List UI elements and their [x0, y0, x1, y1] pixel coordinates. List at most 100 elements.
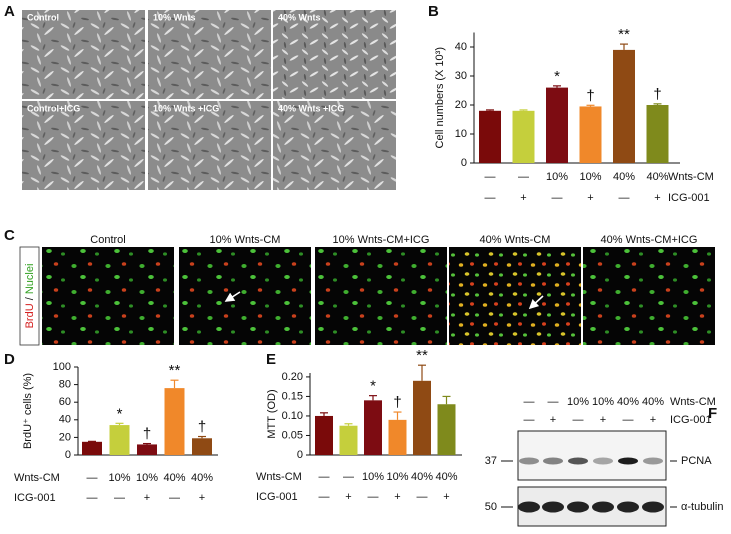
- y-tick-label: 0: [461, 157, 467, 169]
- protein-label: α-tubulin: [681, 501, 723, 513]
- bar: [479, 110, 501, 163]
- significance-mark: †: [393, 394, 401, 411]
- bar: [164, 388, 185, 455]
- micrograph: [22, 101, 145, 190]
- condition-name: ICG-001: [256, 491, 298, 503]
- band: [617, 501, 639, 513]
- image-label: 10% Wnts +ICG: [153, 103, 219, 113]
- condition-label: —: [417, 491, 428, 503]
- y-axis-label: Cell numbers (X 10³): [434, 47, 446, 148]
- lane-label: 40%: [642, 396, 664, 408]
- significance-mark: *: [117, 405, 123, 422]
- y-tick-label: 40: [59, 414, 71, 426]
- fluorescence-image: [315, 247, 447, 345]
- lane-label: 10%: [567, 396, 589, 408]
- condition-label: +: [520, 192, 526, 204]
- band: [592, 501, 614, 513]
- arrow: [224, 291, 241, 302]
- significance-mark: †: [198, 418, 206, 435]
- condition-label: —: [485, 171, 496, 183]
- bar: [579, 106, 602, 163]
- band: [642, 501, 664, 513]
- significance-mark: **: [169, 362, 181, 379]
- bar: [82, 441, 102, 455]
- y-tick-label: 0: [65, 449, 71, 461]
- band: [518, 501, 540, 513]
- y-tick-label: 0.05: [282, 429, 303, 441]
- marker-label: 37: [485, 455, 497, 467]
- bar: [192, 438, 212, 455]
- fluorescence-image: [179, 247, 311, 345]
- y-tick-label: 20: [59, 431, 71, 443]
- condition-label: 10%: [546, 171, 568, 183]
- fluorescence-image: [449, 247, 581, 345]
- stain-green: Nuclei: [24, 264, 36, 295]
- y-tick-label: 100: [53, 361, 71, 373]
- significance-mark: †: [143, 426, 151, 443]
- condition-name: Wnts-CM: [256, 471, 302, 483]
- image-label: 40% Wnts-CM: [480, 234, 551, 246]
- bar: [137, 444, 157, 455]
- band: [568, 457, 588, 465]
- band: [519, 457, 539, 465]
- band: [543, 457, 563, 465]
- condition-label: 10%: [579, 171, 601, 183]
- condition-name: Wnts-CM: [670, 396, 716, 408]
- fluorescence-image: [583, 247, 715, 345]
- image-label: 40% Wnts: [278, 12, 321, 22]
- image-label: Control+ICG: [27, 103, 80, 113]
- significance-mark: **: [416, 347, 428, 364]
- stain-label: BrdU / Nuclei: [24, 264, 36, 329]
- condition-name: ICG-001: [670, 414, 712, 426]
- bar: [315, 415, 333, 455]
- band: [542, 501, 564, 513]
- y-tick-label: 30: [455, 70, 467, 82]
- y-tick-label: 0.10: [282, 410, 303, 422]
- y-axis-label: MTT (OD): [266, 389, 278, 438]
- phase-contrast-panel: Control 10% Wnts 40% Wnts Control+ICG 10% Wn…: [22, 10, 396, 190]
- image-label: 40% Wnts-CM+ICG: [601, 234, 698, 246]
- bar: [512, 110, 535, 163]
- y-tick-label: 80: [59, 379, 71, 391]
- bar: [339, 425, 358, 455]
- stain-red: BrdU: [24, 303, 36, 328]
- y-axis-label: BrdU⁺ cells (%): [22, 373, 34, 449]
- condition-label: —: [343, 471, 354, 483]
- condition-label: 40%: [613, 171, 635, 183]
- condition-label: 10%: [136, 472, 158, 484]
- fluorescence-panel: BrdU / Nuclei Control 10% Wnts-CM 10% Wnts…: [19, 234, 715, 346]
- image-label: 40% Wnts +ICG: [278, 103, 344, 113]
- condition-name: ICG-001: [668, 192, 710, 204]
- condition-label: 40%: [163, 472, 185, 484]
- condition-label: +: [654, 192, 660, 204]
- condition-label: —: [518, 171, 529, 183]
- condition-label: 40%: [191, 472, 213, 484]
- bar: [613, 49, 635, 163]
- lane-label: —: [573, 414, 584, 426]
- significance-mark: †: [653, 86, 661, 103]
- condition-label: —: [114, 492, 125, 504]
- y-tick-label: 40: [455, 41, 467, 53]
- bar: [388, 419, 407, 455]
- condition-label: 40%: [435, 471, 457, 483]
- stain-separator: /: [24, 296, 36, 300]
- bar: [413, 380, 431, 455]
- image-label: 10% Wnts-CM+ICG: [333, 234, 430, 246]
- lane-label: 40%: [617, 396, 639, 408]
- lane-label: 10%: [592, 396, 614, 408]
- fluorescence-image: [42, 247, 174, 345]
- y-tick-label: 0: [297, 449, 303, 461]
- condition-label: —: [169, 492, 180, 504]
- blot-frame: [517, 430, 667, 481]
- condition-label: +: [144, 492, 150, 504]
- panel-letter: C: [4, 227, 15, 244]
- condition-name: ICG-001: [14, 492, 56, 504]
- image-label: 10% Wnts-CM: [210, 234, 281, 246]
- condition-label: 10%: [386, 471, 408, 483]
- condition-name: Wnts-CM: [14, 472, 60, 484]
- significance-mark: *: [554, 68, 560, 85]
- condition-label: 40%: [646, 171, 668, 183]
- bar: [109, 425, 130, 455]
- band: [618, 457, 638, 465]
